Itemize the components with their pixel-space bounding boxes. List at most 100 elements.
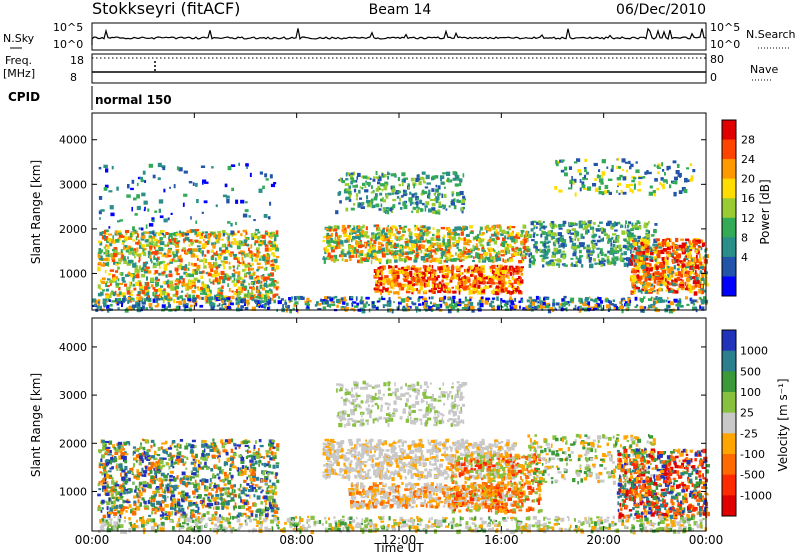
power-echo-cell — [390, 253, 393, 256]
power-echo-cell — [167, 303, 171, 308]
power-echo-cell — [381, 273, 383, 278]
power-echo-cell — [235, 221, 237, 226]
power-echo-cell — [580, 233, 583, 238]
power-echo-cell — [136, 194, 140, 199]
power-echo-cell — [241, 298, 246, 304]
power-echo-cell — [366, 195, 369, 200]
power-echo-cell — [350, 207, 355, 211]
power-echo-cell — [327, 252, 331, 257]
power-echo-cell — [574, 238, 577, 241]
power-echo-cell — [387, 225, 389, 228]
power-echo-cell — [221, 249, 226, 253]
power-echo-cell — [254, 231, 256, 234]
power-echo-cell — [438, 284, 441, 288]
power-echo-cell — [378, 233, 382, 237]
power-echo-cell — [535, 226, 538, 229]
power-echo-cell — [530, 255, 535, 259]
power-echo-cell — [445, 277, 449, 281]
power-echo-cell — [641, 269, 645, 273]
power-echo-cell — [391, 229, 393, 234]
power-echo-cell — [270, 237, 273, 240]
power-echo-cell — [539, 227, 542, 231]
power-echo-cell — [141, 301, 146, 305]
power-echo-cell — [559, 235, 564, 238]
power-echo-cell — [269, 288, 271, 292]
power-echo-cell — [475, 252, 478, 256]
power-echo-cell — [684, 281, 687, 287]
power-echo-cell — [285, 305, 289, 308]
power-echo-cell — [702, 242, 705, 247]
power-echo-cell — [391, 225, 396, 229]
power-echo-cell — [255, 247, 260, 251]
power-echo-cell — [341, 224, 346, 229]
power-echo-cell — [509, 225, 512, 230]
power-echo-cell — [251, 306, 256, 311]
power-echo-cell — [556, 259, 562, 263]
power-echo-cell — [564, 172, 568, 177]
power-echo-cell — [356, 176, 359, 180]
power-echo-cell — [467, 249, 472, 253]
power-echo-cell — [496, 276, 499, 281]
power-echo-cell — [627, 262, 632, 266]
power-echo-cell — [535, 251, 538, 254]
power-echo-cell — [453, 257, 457, 262]
power-echo-cell — [644, 290, 649, 294]
power-echo-cell — [554, 186, 558, 190]
power-echo-cell — [504, 259, 507, 263]
power-echo-cell — [555, 224, 558, 228]
power-echo-cell — [425, 279, 429, 283]
power-echo-cell — [621, 308, 624, 314]
power-echo-cell — [479, 239, 484, 242]
power-echo-cell — [391, 251, 393, 255]
power-echo-cell — [103, 257, 109, 261]
power-echo-cell — [701, 266, 707, 271]
power-echo-cell — [172, 237, 176, 241]
power-echo-cell — [103, 252, 107, 255]
power-echo-cell — [508, 280, 512, 284]
power-echo-cell — [404, 252, 408, 255]
power-colorbar-tick: 28 — [741, 134, 755, 147]
power-echo-cell — [169, 259, 172, 263]
power-echo-cell — [357, 202, 360, 205]
power-echo-cell — [133, 248, 137, 253]
power-echo-cell — [102, 263, 105, 267]
power-echo-cell — [209, 296, 214, 300]
power-echo-cell — [399, 226, 404, 230]
power-echo-cell — [421, 208, 424, 212]
power-echo-cell — [141, 244, 146, 248]
power-echo-cell — [213, 270, 219, 275]
power-echo-cell — [248, 271, 251, 275]
power-echo-cell — [485, 286, 489, 289]
power-echo-cell — [653, 229, 657, 233]
power-echo-cell — [273, 280, 277, 283]
power-echo-cell — [117, 278, 120, 282]
power-echo-cell — [516, 270, 519, 275]
power-echo-cell — [685, 255, 687, 258]
power-echo-cell — [276, 281, 279, 284]
power-echo-cell — [184, 283, 189, 287]
power-echo-cell — [577, 237, 580, 242]
power-echo-cell — [349, 250, 354, 255]
power-echo-cell — [376, 300, 380, 303]
power-echo-cell — [618, 257, 623, 261]
power-echo-cell — [562, 220, 567, 225]
power-echo-cell — [205, 272, 208, 275]
power-echo-cell — [459, 266, 462, 269]
power-echo-cell — [548, 240, 551, 243]
power-echo-cell — [169, 270, 172, 274]
power-echo-cell — [686, 245, 691, 251]
power-echo-cell — [263, 282, 268, 288]
power-echo-cell — [361, 308, 366, 314]
power-echo-cell — [409, 270, 413, 276]
power-echo-cell — [695, 277, 699, 282]
power-echo-cell — [195, 182, 198, 187]
power-echo-cell — [378, 286, 381, 290]
power-echo-cell — [591, 239, 596, 242]
power-echo-cell — [144, 270, 148, 274]
power-echo-cell — [196, 245, 201, 248]
power-echo-cell — [436, 242, 439, 247]
power-echo-cell — [673, 298, 678, 303]
power-echo-cell — [456, 268, 461, 272]
power-echo-cell — [538, 220, 542, 224]
power-echo-cell — [634, 227, 639, 230]
